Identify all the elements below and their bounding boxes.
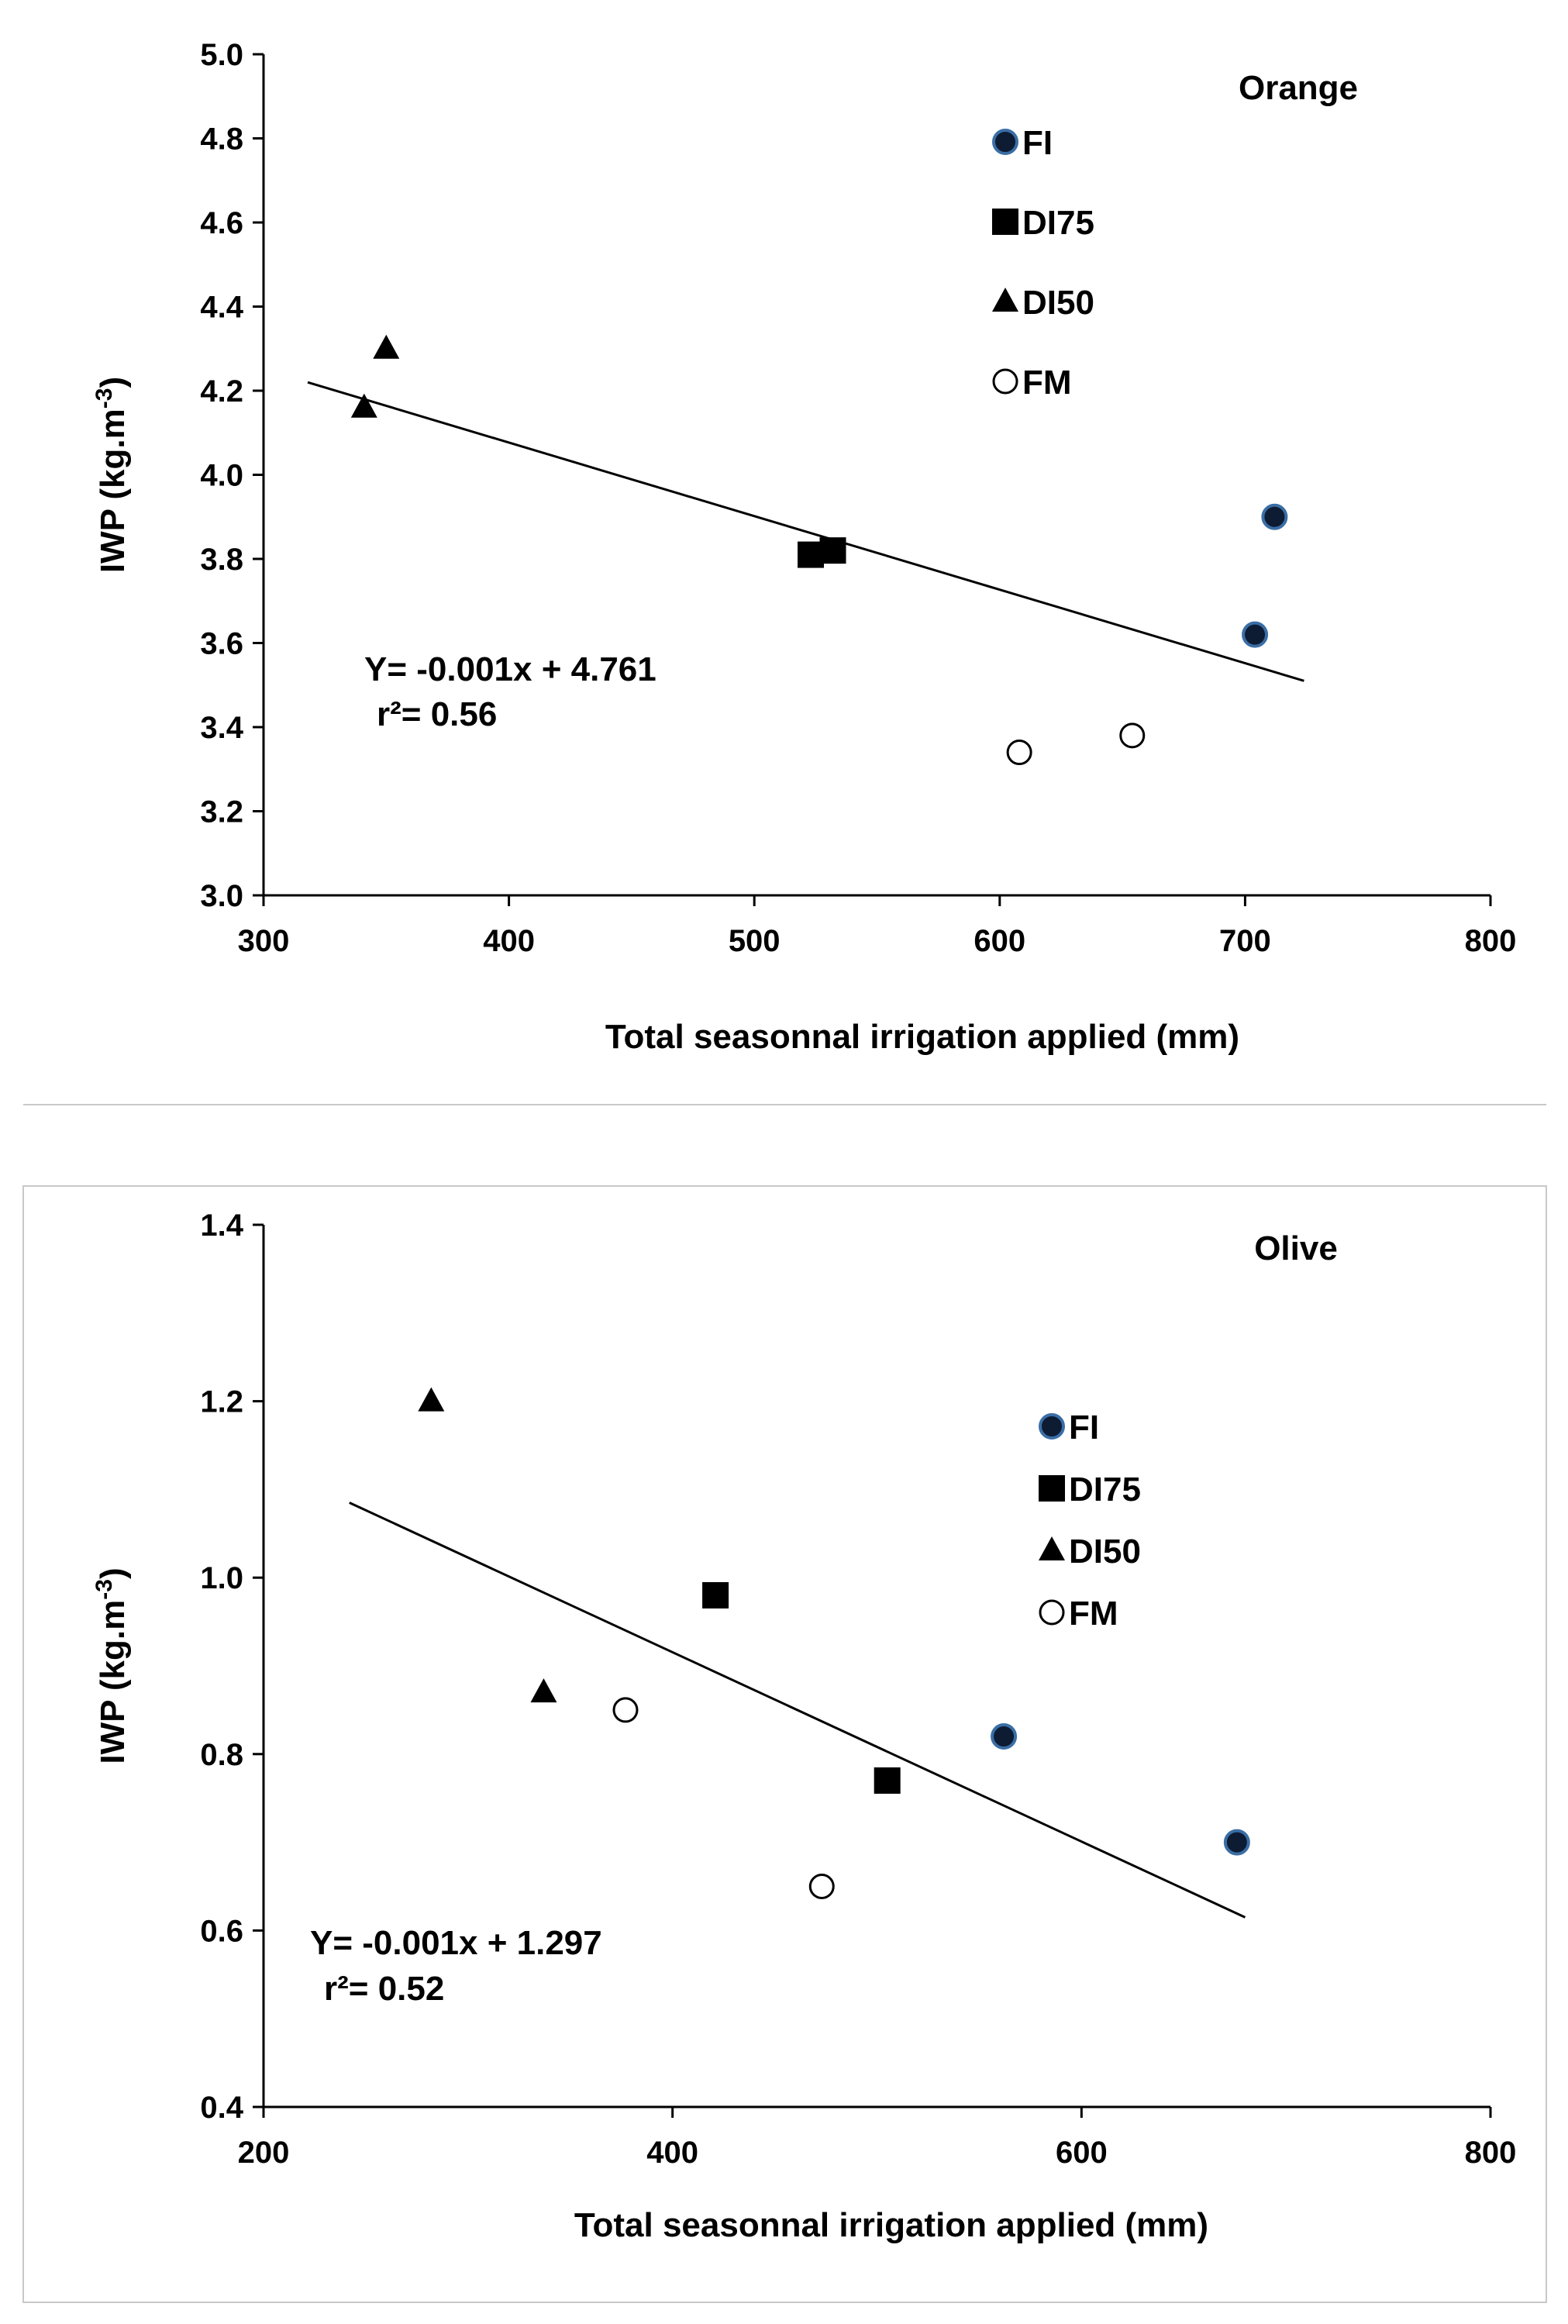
y-tick-label: 3.0 xyxy=(200,879,243,913)
legend-label-di75: DI75 xyxy=(1022,204,1094,242)
x-tick-label: 200 xyxy=(238,2136,290,2170)
y-tick-label: 0.4 xyxy=(200,2091,243,2125)
data-point-di75 xyxy=(819,537,846,564)
regression-equation: Y= -0.001x + 4.761 xyxy=(364,650,656,688)
y-tick-label: 4.4 xyxy=(200,291,243,325)
legend-marker-di75 xyxy=(992,209,1018,235)
x-tick-label: 300 xyxy=(238,924,290,958)
data-point-fm xyxy=(1006,740,1032,766)
r-squared: r²= 0.56 xyxy=(377,695,497,733)
y-tick-label: 1.0 xyxy=(200,1561,243,1595)
legend-marker-fi xyxy=(1039,1413,1065,1440)
legend-label-fm: FM xyxy=(1022,364,1072,402)
data-point-di75 xyxy=(798,541,825,568)
legend-label-fi: FI xyxy=(1069,1409,1099,1446)
legend-marker-fm xyxy=(1039,1599,1065,1626)
data-point-di75 xyxy=(702,1581,729,1609)
y-axis-title: IWP (kg.m-3) xyxy=(91,377,132,573)
y-tick-label: 3.4 xyxy=(200,711,243,745)
trendline xyxy=(349,1502,1246,1919)
trendline xyxy=(307,381,1304,682)
r-squared: r²= 0.52 xyxy=(324,1970,444,2008)
legend-marker-di50 xyxy=(1039,1536,1065,1560)
x-tick-label: 700 xyxy=(1219,924,1271,958)
data-point-fi xyxy=(991,1723,1018,1750)
data-point-di50 xyxy=(418,1387,445,1412)
y-tick-label: 4.2 xyxy=(200,374,243,409)
y-tick-label: 3.8 xyxy=(200,543,243,577)
legend-label-di75: DI75 xyxy=(1069,1471,1141,1509)
y-tick-label: 4.0 xyxy=(200,459,243,493)
data-point-fi xyxy=(1242,621,1269,648)
x-tick-label: 400 xyxy=(646,2136,698,2170)
x-tick-label: 800 xyxy=(1465,924,1517,958)
legend-marker-di50 xyxy=(992,288,1018,312)
data-point-fm xyxy=(808,1874,835,1899)
y-tick-label: 0.6 xyxy=(200,1914,243,1948)
legend-label-di50: DI50 xyxy=(1022,284,1094,322)
x-tick-label: 600 xyxy=(1056,2136,1108,2170)
y-tick-label: 3.2 xyxy=(200,795,243,829)
data-point-fi xyxy=(1223,1829,1250,1856)
x-tick-label: 600 xyxy=(974,924,1025,958)
data-point-di50 xyxy=(350,393,377,418)
legend-marker-fi xyxy=(992,129,1018,155)
legend-marker-di75 xyxy=(1039,1475,1065,1502)
x-axis-title: Total seasonnal irrigation applied (mm) xyxy=(574,2206,1208,2244)
regression-equation: Y= -0.001x + 1.297 xyxy=(310,1924,602,1962)
y-tick-label: 4.8 xyxy=(200,122,243,157)
y-tick-label: 4.6 xyxy=(200,206,243,240)
y-tick-label: 0.8 xyxy=(200,1738,243,1772)
legend-label-fm: FM xyxy=(1069,1595,1118,1633)
legend-label-fi: FI xyxy=(1022,124,1053,162)
data-point-fm xyxy=(612,1697,639,1723)
olive-panel-frame xyxy=(22,1185,1547,2303)
x-tick-label: 800 xyxy=(1465,2136,1517,2170)
y-tick-label: 3.6 xyxy=(200,627,243,661)
legend-marker-fm xyxy=(992,368,1018,395)
data-point-di50 xyxy=(530,1678,557,1703)
data-point-di50 xyxy=(373,334,400,359)
panel-title: Orange xyxy=(1239,69,1358,107)
y-tick-label: 1.2 xyxy=(200,1385,243,1419)
x-tick-label: 400 xyxy=(483,924,535,958)
x-axis-title: Total seasonnal irrigation applied (mm) xyxy=(605,1018,1239,1056)
y-axis-title: IWP (kg.m-3) xyxy=(91,1567,132,1764)
legend-label-di50: DI50 xyxy=(1069,1533,1141,1571)
panel-title: Olive xyxy=(1254,1229,1338,1267)
data-point-fm xyxy=(1119,722,1146,749)
data-point-fi xyxy=(1261,503,1288,530)
y-tick-label: 1.4 xyxy=(200,1209,243,1243)
data-point-di75 xyxy=(874,1767,901,1794)
y-tick-label: 5.0 xyxy=(200,38,243,72)
orange-chart: 3.0 3.2 3.4 3.6 3.8 4.0 4.2 4.4 4.6 4.8 5.0 300 400 5… xyxy=(91,38,1516,1056)
x-tick-label: 500 xyxy=(729,924,781,958)
olive-chart: 0.4 0.6 0.8 1.0 1.2 1.4 200 400 600 800 Total seas… xyxy=(91,1209,1516,2244)
